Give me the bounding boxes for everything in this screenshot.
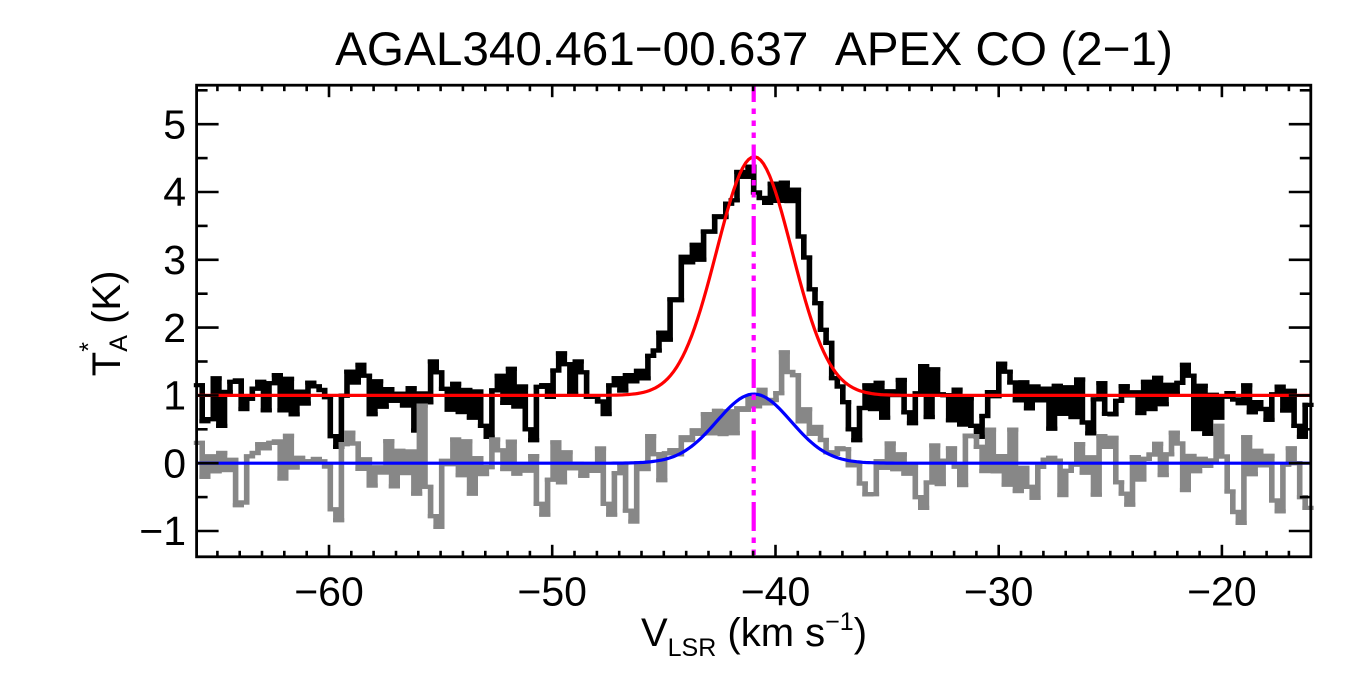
svg-text:AGAL340.461−00.637 APEX CO (2: AGAL340.461−00.637 APEX CO (2−1): [335, 23, 1173, 76]
svg-text:0: 0: [163, 440, 186, 486]
svg-text:3: 3: [163, 237, 186, 283]
svg-text:−1: −1: [139, 508, 186, 554]
svg-text:VLSR (km s−1): VLSR (km s−1): [641, 608, 867, 662]
svg-text:T*A (K): T*A (K): [75, 271, 133, 377]
svg-text:−30: −30: [964, 569, 1034, 615]
svg-text:1: 1: [163, 373, 186, 419]
svg-text:−40: −40: [741, 569, 811, 615]
svg-text:−60: −60: [294, 569, 364, 615]
svg-text:−50: −50: [517, 569, 587, 615]
svg-text:−20: −20: [1187, 569, 1257, 615]
svg-text:4: 4: [163, 169, 186, 215]
svg-text:5: 5: [163, 101, 186, 147]
svg-text:2: 2: [163, 305, 186, 351]
